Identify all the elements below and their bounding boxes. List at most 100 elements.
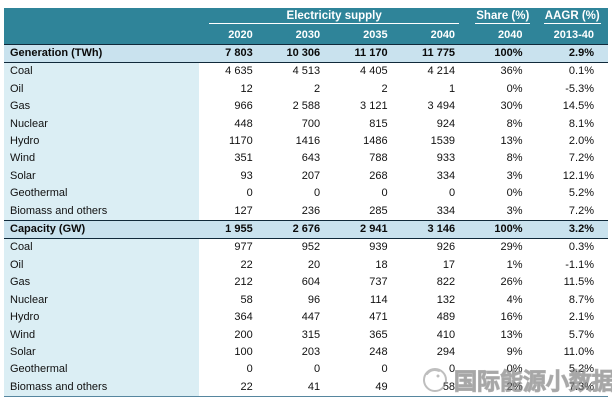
header-year-2030: 2030: [266, 26, 335, 45]
table-header: Electricity supply Share (%) AAGR (%) 20…: [4, 8, 608, 45]
table-row: Oil 22 20 18 17 1% -1.1%: [4, 256, 608, 275]
value-cell: 2 941: [334, 220, 402, 240]
aagr-cell: 0.1%: [536, 62, 608, 81]
value-cell: 17: [401, 256, 470, 275]
value-cell: 2: [266, 80, 335, 99]
header-group-electricity-supply: Electricity supply: [199, 8, 470, 26]
value-cell: 3 146: [401, 220, 470, 240]
value-cell: 0: [266, 361, 335, 379]
value-cell: 315: [266, 326, 335, 344]
table-row: Wind 351 643 788 933 8% 7.2%: [4, 150, 608, 168]
aagr-cell: 2.0%: [536, 133, 608, 151]
value-cell: 939: [334, 238, 402, 257]
aagr-cell: -1.1%: [536, 256, 608, 275]
value-cell: 1 955: [199, 220, 267, 240]
share-cell: 9%: [469, 343, 537, 362]
share-cell: 0%: [469, 361, 537, 379]
value-cell: 0: [266, 185, 335, 203]
row-label: Geothermal: [4, 361, 200, 379]
row-label: Oil: [4, 256, 200, 275]
value-cell: 4 405: [334, 62, 402, 81]
value-cell: 268: [334, 167, 402, 186]
share-cell: 2%: [469, 378, 537, 398]
value-cell: 20: [266, 256, 335, 275]
value-cell: 966: [199, 98, 267, 116]
aagr-cell: 5.7%: [536, 326, 608, 344]
value-cell: 100: [199, 343, 267, 362]
share-cell: 8%: [469, 150, 537, 168]
aagr-cell: -5.3%: [536, 80, 608, 99]
value-cell: 132: [401, 291, 470, 310]
value-cell: 737: [334, 274, 402, 292]
value-cell: 1170: [199, 133, 267, 151]
table-row: Hydro 1170 1416 1486 1539 13% 2.0%: [4, 133, 608, 151]
aagr-cell: 5.2%: [536, 361, 608, 379]
value-cell: 815: [334, 115, 402, 134]
value-cell: 952: [266, 238, 335, 257]
value-cell: 212: [199, 274, 267, 292]
value-cell: 977: [199, 238, 267, 257]
value-cell: 58: [199, 291, 267, 310]
value-cell: 7 803: [199, 43, 267, 64]
share-cell: 0%: [469, 185, 537, 203]
value-cell: 933: [401, 150, 470, 168]
electricity-supply-table: Electricity supply Share (%) AAGR (%) 20…: [4, 8, 608, 398]
aagr-cell: 5.2%: [536, 185, 608, 203]
table-row: Geothermal 0 0 0 0 0% 5.2%: [4, 361, 608, 379]
header-year-2020: 2020: [199, 26, 267, 45]
header-corner-cell: [4, 8, 200, 26]
value-cell: 0: [199, 185, 267, 203]
row-label: Solar: [4, 343, 200, 362]
table-row: Solar 100 203 248 294 9% 11.0%: [4, 343, 608, 362]
share-cell: 13%: [469, 133, 537, 151]
header-group-label: Electricity supply: [209, 10, 460, 24]
value-cell: 41: [266, 378, 335, 398]
value-cell: 471: [334, 309, 402, 327]
value-cell: 18: [334, 256, 402, 275]
value-cell: 10 306: [266, 43, 335, 64]
row-label: Coal: [4, 238, 200, 257]
value-cell: 0: [334, 361, 402, 379]
value-cell: 22: [199, 378, 267, 398]
row-label: Oil: [4, 80, 200, 99]
value-cell: 11 170: [334, 43, 402, 64]
row-label: Wind: [4, 150, 200, 168]
table-body: Generation (TWh) 7 803 10 306 11 170 11 775 1…: [4, 43, 608, 398]
value-cell: 926: [401, 238, 470, 257]
value-cell: 12: [199, 80, 267, 99]
value-cell: 0: [199, 361, 267, 379]
share-cell: 30%: [469, 98, 537, 116]
value-cell: 203: [266, 343, 335, 362]
header-group-aagr: AAGR (%): [536, 8, 608, 26]
value-cell: 1539: [401, 133, 470, 151]
value-cell: 447: [266, 309, 335, 327]
table-row: Biomass and others 22 41 49 58 2% 7.3%: [4, 378, 608, 398]
row-label: Nuclear: [4, 291, 200, 310]
share-cell: 16%: [469, 309, 537, 327]
table-row: Gas 212 604 737 822 26% 11.5%: [4, 274, 608, 292]
header-aagr-label: AAGR (%): [543, 10, 601, 24]
table-row: Coal 977 952 939 926 29% 0.3%: [4, 238, 608, 257]
aagr-cell: 2.1%: [536, 309, 608, 327]
value-cell: 410: [401, 326, 470, 344]
header-year-2040: 2040: [401, 26, 470, 45]
value-cell: 49: [334, 378, 402, 398]
value-cell: 448: [199, 115, 267, 134]
share-cell: 100%: [469, 220, 537, 240]
header-year-row: 2020 2030 2035 2040 2040 2013-40: [4, 26, 608, 45]
value-cell: 200: [199, 326, 267, 344]
table-row: Nuclear 448 700 815 924 8% 8.1%: [4, 115, 608, 134]
share-cell: 36%: [469, 62, 537, 81]
share-cell: 8%: [469, 115, 537, 134]
row-label: Gas: [4, 274, 200, 292]
aagr-cell: 0.3%: [536, 238, 608, 257]
aagr-cell: 14.5%: [536, 98, 608, 116]
value-cell: 3 121: [334, 98, 402, 116]
value-cell: 4 635: [199, 62, 267, 81]
share-cell: 100%: [469, 43, 537, 64]
value-cell: 285: [334, 202, 402, 221]
value-cell: 3 494: [401, 98, 470, 116]
table-row: Coal 4 635 4 513 4 405 4 214 36% 0.1%: [4, 62, 608, 81]
value-cell: 604: [266, 274, 335, 292]
header-group-row: Electricity supply Share (%) AAGR (%): [4, 8, 608, 26]
